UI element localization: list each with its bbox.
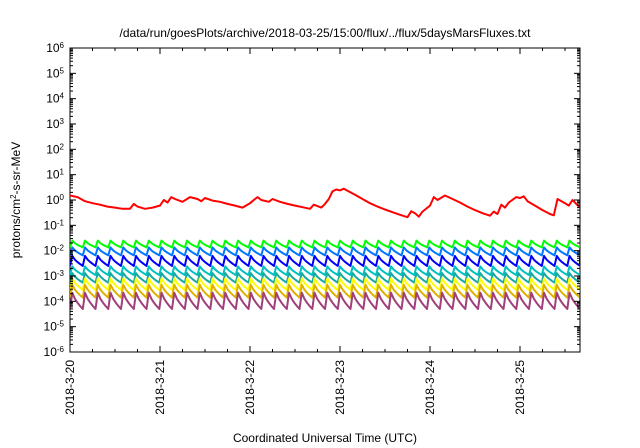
series-line-8 xyxy=(70,283,580,299)
y-tick-label: 102 xyxy=(46,142,64,157)
y-tick-exponent: 2 xyxy=(60,142,65,151)
y-tick-label: 10-1 xyxy=(44,218,65,233)
y-tick-base: 10 xyxy=(44,345,58,359)
x-axis: 2018-3-20 2018-3-21 2018-3-22 2018-3-23 2018… xyxy=(63,48,566,415)
y-axis: 10-610-510-410-310-210-11001011021031041… xyxy=(44,41,580,360)
y-tick-label: 10-2 xyxy=(44,243,65,258)
y-tick-base: 10 xyxy=(46,66,60,80)
series-line-2 xyxy=(70,239,580,249)
x-tick-label: 2018-3-22 xyxy=(243,360,257,415)
y-tick-label: 10-5 xyxy=(44,319,65,334)
series-line-1 xyxy=(70,187,580,219)
x-axis-label: Coordinated Universal Time (UTC) xyxy=(233,431,417,445)
y-tick-exponent: 4 xyxy=(60,91,65,100)
y-tick-exponent: 3 xyxy=(60,117,65,126)
y-tick-exponent: 0 xyxy=(60,193,65,202)
chart-title: /data/run/goesPlots/archive/2018-03-25/1… xyxy=(120,26,532,40)
series-line-3 xyxy=(70,246,580,257)
y-tick-label: 104 xyxy=(46,91,64,106)
y-tick-label: 10-6 xyxy=(44,345,65,360)
x-tick-label: 2018-3-21 xyxy=(153,360,167,415)
y-tick-label: 101 xyxy=(46,167,64,182)
y-tick-base: 10 xyxy=(44,320,58,334)
series-layer xyxy=(70,187,580,310)
y-tick-base: 10 xyxy=(46,117,60,131)
y-tick-exponent: -4 xyxy=(57,294,65,303)
y-tick-label: 105 xyxy=(46,66,64,81)
y-tick-exponent: 6 xyxy=(60,41,65,50)
series-line-6 xyxy=(70,272,580,284)
y-tick-exponent: 1 xyxy=(60,167,65,176)
y-tick-exponent: -2 xyxy=(57,243,65,252)
y-tick-base: 10 xyxy=(46,168,60,182)
y-tick-label: 103 xyxy=(46,117,64,132)
y-tick-base: 10 xyxy=(46,142,60,156)
y-tick-label: 10-3 xyxy=(44,269,65,284)
y-tick-base: 10 xyxy=(46,41,60,55)
series-line-7 xyxy=(70,277,580,291)
y-tick-label: 10-4 xyxy=(44,294,65,309)
x-tick-label: 2018-3-24 xyxy=(423,360,437,415)
y-tick-exponent: -5 xyxy=(57,319,65,328)
y-tick-base: 10 xyxy=(46,92,60,106)
y-tick-base: 10 xyxy=(44,269,58,283)
series-line-5 xyxy=(70,265,580,276)
y-tick-exponent: 5 xyxy=(60,66,65,75)
y-tick-base: 10 xyxy=(44,218,58,232)
y-tick-label: 100 xyxy=(46,193,64,208)
y-tick-label: 106 xyxy=(46,41,64,56)
y-tick-base: 10 xyxy=(44,244,58,258)
y-tick-base: 10 xyxy=(46,193,60,207)
y-tick-exponent: -1 xyxy=(57,218,65,227)
series-line-9 xyxy=(70,291,580,310)
x-tick-label: 2018-3-23 xyxy=(333,360,347,415)
x-tick-label: 2018-3-25 xyxy=(513,360,527,415)
y-tick-exponent: -6 xyxy=(57,345,65,354)
y-axis-label: protons/cm2-s-sr-MeV xyxy=(9,142,24,258)
y-tick-base: 10 xyxy=(44,294,58,308)
series-line-4 xyxy=(70,254,580,267)
x-tick-label: 2018-3-20 xyxy=(63,360,77,415)
y-tick-exponent: -3 xyxy=(57,269,65,278)
